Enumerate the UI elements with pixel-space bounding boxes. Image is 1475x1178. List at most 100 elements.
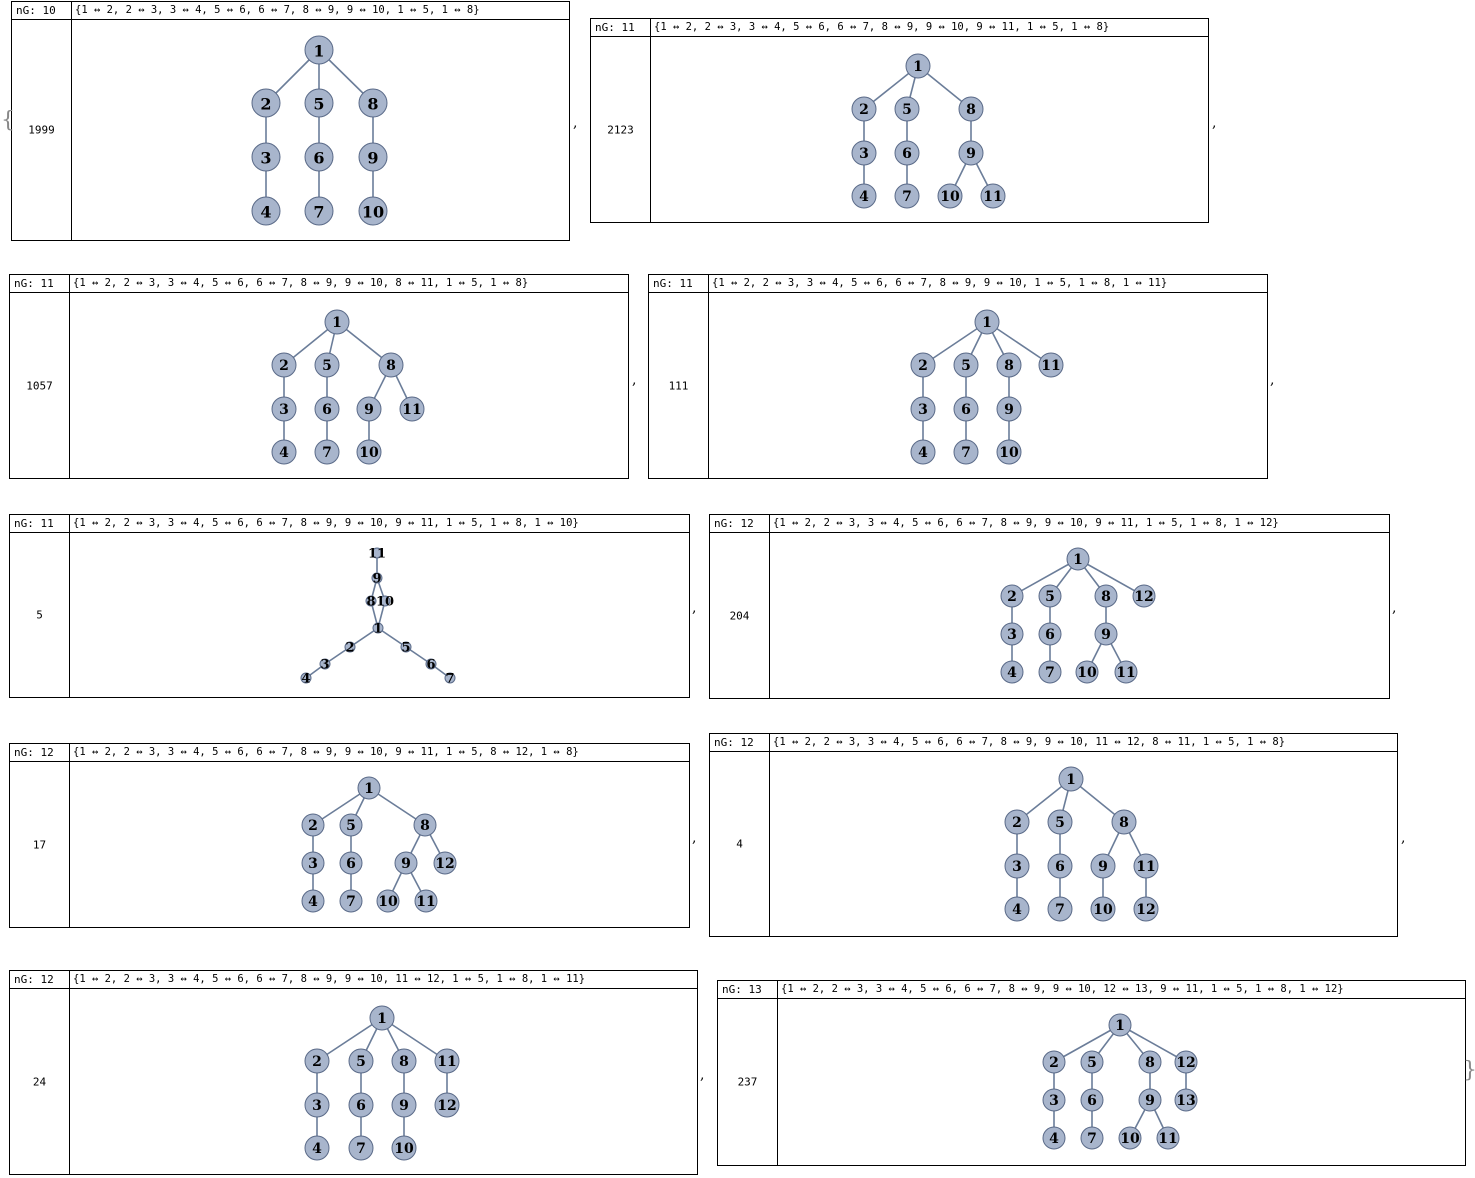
node-circle: [358, 88, 388, 118]
node-circle: [314, 439, 340, 465]
node-circle: [910, 396, 936, 422]
list-separator: ,: [692, 830, 697, 846]
node-circle: [251, 142, 281, 172]
node-label: 9: [1101, 627, 1111, 643]
graph-node: 11: [1114, 660, 1138, 684]
node-label: 1: [1073, 552, 1083, 568]
node-label: 8: [367, 95, 378, 114]
panel-header: nG: 11 {1 ↔ 2, 2 ↔ 3, 3 ↔ 4, 5 ↔ 6, 6 ↔ 7…: [649, 275, 1267, 293]
graph-node: 4: [1000, 660, 1024, 684]
node-label: 7: [346, 894, 356, 910]
node-circle: [1004, 809, 1030, 835]
graph-node: 3: [1042, 1088, 1066, 1112]
node-circle: [304, 88, 334, 118]
graph-node: 7: [314, 439, 340, 465]
graph-node: 8: [358, 88, 388, 118]
node-circle: [1132, 584, 1156, 608]
node-label: 5: [961, 358, 971, 374]
graph-node: 12: [1133, 896, 1159, 922]
list-separator: ,: [700, 1067, 705, 1083]
node-circle: [376, 889, 400, 913]
node-label: 10: [1093, 902, 1113, 918]
node-label: 2: [1007, 589, 1017, 605]
graph-node: 7: [1047, 896, 1073, 922]
list-separator: ,: [573, 115, 578, 131]
node-label: 8: [1004, 358, 1014, 374]
node-label: 8: [386, 358, 396, 374]
node-circle: [304, 142, 334, 172]
node-circle: [1047, 809, 1073, 835]
graph-node: 11: [368, 547, 386, 562]
node-label: 12: [1136, 902, 1155, 918]
graph-node: 4: [300, 672, 312, 687]
graph-node: 9: [1094, 622, 1118, 646]
graph-drawing: 1 2 3 4 5 6 7 8 9 10 11 12: [770, 752, 1397, 936]
graph-edge: [381, 1017, 448, 1062]
node-label: 3: [1049, 1093, 1059, 1109]
node-circle: [1138, 1088, 1162, 1112]
node-label: 12: [435, 856, 454, 872]
node-label: 2: [312, 1054, 322, 1070]
graph-node: 9: [996, 396, 1022, 422]
graph-node: 10: [996, 439, 1022, 465]
node-circle: [399, 396, 425, 422]
node-label: 11: [437, 1054, 456, 1070]
graph-node: 8: [1138, 1050, 1162, 1074]
graph-node: 9: [356, 396, 382, 422]
node-circle: [434, 1092, 460, 1118]
graph-node: 5: [400, 641, 412, 656]
node-label: 4: [1007, 665, 1017, 681]
graph-node: 4: [1004, 896, 1030, 922]
node-label: 2: [345, 641, 354, 656]
node-circle: [378, 352, 404, 378]
graph-node: 5: [894, 96, 920, 122]
node-circle: [304, 1048, 330, 1074]
node-count-label: nG: 13: [718, 981, 778, 998]
panel-header: nG: 10 {1 ↔ 2, 2 ↔ 3, 3 ↔ 4, 5 ↔ 6, 6 ↔ 7…: [12, 2, 569, 20]
graph-node: 7: [953, 439, 979, 465]
graph-edge: [1077, 558, 1145, 597]
graph-node: 10: [391, 1135, 417, 1161]
graph-drawing: 1 2 3 4 5 6 7 8 9 10 11: [70, 533, 689, 697]
node-circle: [894, 183, 920, 209]
node-label: 6: [1045, 627, 1055, 643]
node-circle: [996, 352, 1022, 378]
graph-node: 1: [324, 309, 350, 335]
graph-node: 1: [974, 309, 1000, 335]
panel-header: nG: 11 {1 ↔ 2, 2 ↔ 3, 3 ↔ 4, 5 ↔ 6, 6 ↔ 7…: [10, 275, 628, 293]
node-label: 5: [401, 641, 410, 656]
count-cell: 237: [718, 999, 778, 1165]
graph-drawing: 1 2 3 4 5 6 7 8 9 10 11 12: [770, 533, 1389, 698]
graph-node: 9: [358, 142, 388, 172]
node-circle: [300, 672, 312, 684]
graph-count: 237: [737, 1075, 758, 1089]
graph-edge: [922, 321, 988, 366]
panel-header: nG: 11 {1 ↔ 2, 2 ↔ 3, 3 ↔ 4, 5 ↔ 6, 6 ↔ 7…: [10, 515, 689, 533]
node-circle: [444, 672, 456, 684]
node-label: 10: [1077, 665, 1097, 681]
edge-list-label: {1 ↔ 2, 2 ↔ 3, 3 ↔ 4, 5 ↔ 6, 6 ↔ 7, 8 ↔ …: [712, 277, 1168, 289]
node-circle: [339, 889, 363, 913]
count-cell: 204: [710, 533, 770, 698]
graph-drawing: 1 2 3 4 5 6 7 8 9 10: [72, 20, 569, 240]
graph-node: 2: [251, 88, 281, 118]
graph-node: 5: [348, 1048, 374, 1074]
node-circle: [358, 142, 388, 172]
node-label: 2: [1049, 1055, 1059, 1071]
node-label: 4: [312, 1141, 322, 1157]
node-circle: [348, 1135, 374, 1161]
node-circle: [319, 658, 331, 670]
node-circle: [301, 889, 325, 913]
graph-edge: [316, 1017, 383, 1062]
node-circle: [1174, 1088, 1198, 1112]
node-circle: [1138, 1050, 1162, 1074]
node-label: 1: [364, 781, 374, 797]
graph-node: 2: [304, 1048, 330, 1074]
node-circle: [358, 196, 388, 226]
node-circle: [1038, 622, 1062, 646]
node-circle: [413, 813, 437, 837]
node-count-label: nG: 11: [10, 275, 70, 292]
graph-node: 9: [1138, 1088, 1162, 1112]
